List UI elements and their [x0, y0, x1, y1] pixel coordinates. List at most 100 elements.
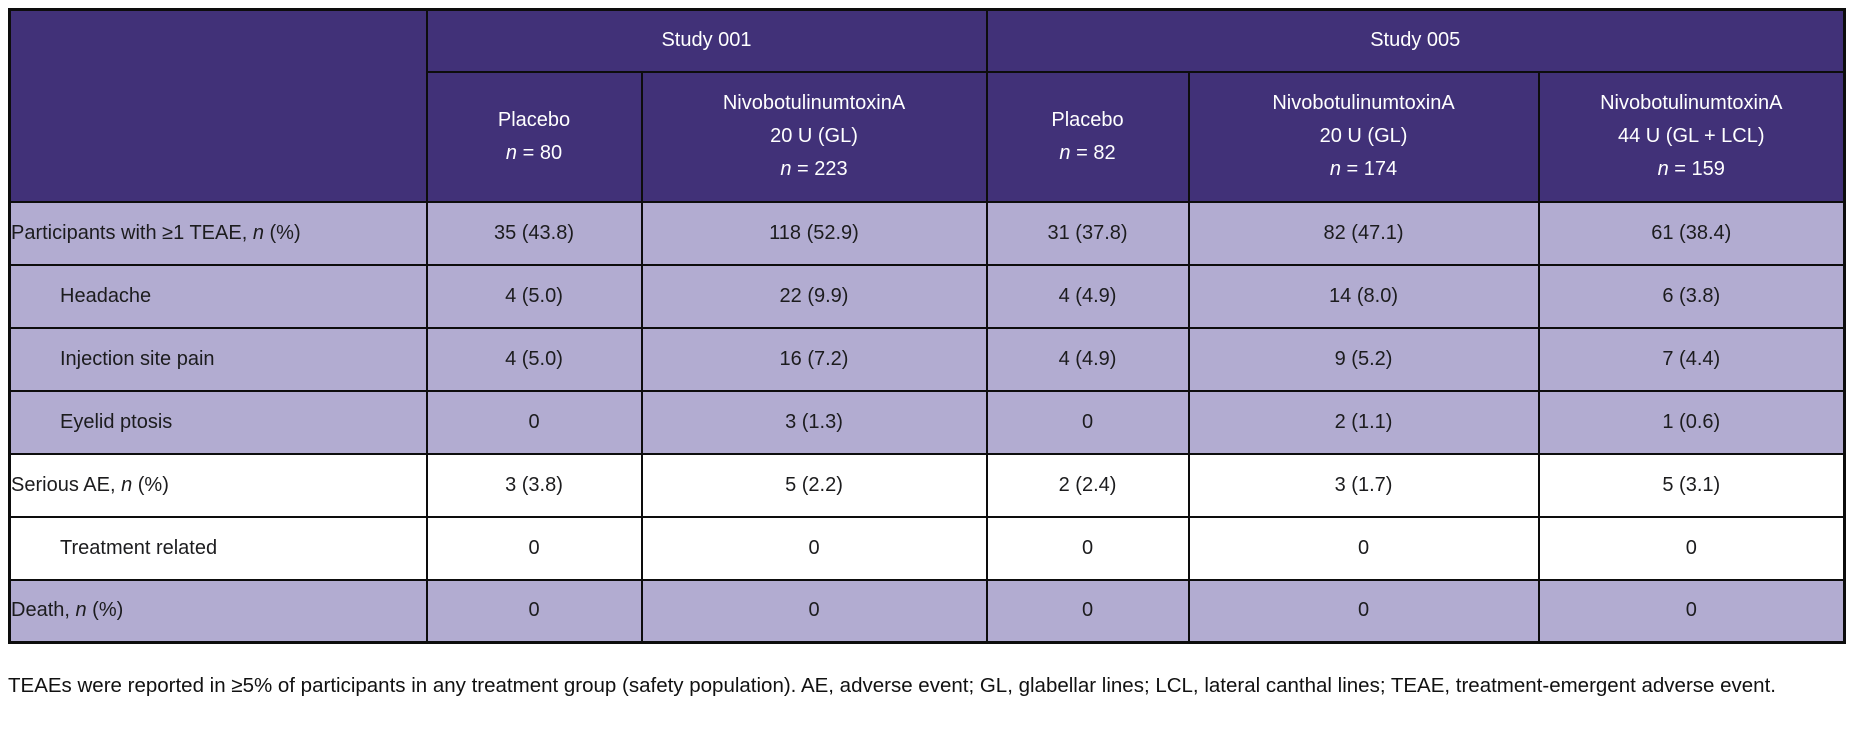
n-count: = 80: [517, 141, 563, 164]
cell-value: 4 (5.0): [425, 263, 643, 329]
row-label-n: n: [121, 473, 133, 496]
col-header-study005-placebo: Placebo n = 82: [985, 70, 1190, 203]
col-header-n: n = 223: [643, 153, 986, 186]
cell-value: 0: [1537, 515, 1846, 581]
cell-value: 2 (2.4): [985, 452, 1190, 518]
study-group-row: Study 001 Study 005: [8, 8, 1846, 203]
table-row-eyelid-ptosis: Eyelid ptosis 0 3 (1.3) 0 2 (1.1) 1 (0.6…: [8, 389, 1846, 455]
n-count: = 159: [1668, 158, 1725, 180]
study-001-header: Study 001: [425, 8, 988, 73]
cell-value: 5 (2.2): [640, 452, 988, 518]
table-row-serious-ae: Serious AE, n (%) 3 (3.8) 5 (2.2) 2 (2.4…: [8, 452, 1846, 518]
cell-value: 3 (1.7): [1187, 452, 1540, 518]
col-header-study005-nivo44: NivobotulinumtoxinA 44 U (GL + LCL) n = …: [1537, 70, 1846, 203]
row-label-n: n: [75, 599, 87, 622]
row-label-text: Serious AE,: [11, 473, 122, 496]
col-header-study001-placebo: Placebo n = 80: [425, 70, 643, 203]
study-005-header: Study 005: [985, 8, 1846, 73]
n-count: = 223: [791, 158, 848, 180]
row-label-text: Treatment related: [60, 536, 218, 559]
row-label-suffix: (%): [263, 221, 301, 244]
cell-value: 0: [640, 515, 988, 581]
col-header-line: NivobotulinumtoxinA: [1600, 92, 1783, 114]
column-header-row: Placebo n = 80 NivobotulinumtoxinA 20 U …: [10, 70, 1846, 203]
row-label: Participants with ≥1 TEAE, n (%): [8, 200, 428, 266]
col-header-n: n = 80: [428, 137, 641, 170]
cell-value: 4 (4.9): [985, 263, 1190, 329]
col-header-line: Placebo: [1051, 108, 1124, 131]
row-label-suffix: (%): [86, 599, 124, 622]
cell-value: 118 (52.9): [640, 200, 988, 266]
cell-value: 16 (7.2): [640, 326, 988, 392]
cell-value: 6 (3.8): [1537, 263, 1846, 329]
cell-value: 14 (8.0): [1187, 263, 1540, 329]
cell-value: 0: [425, 389, 643, 455]
col-header-line: NivobotulinumtoxinA: [722, 92, 906, 114]
cell-value: 0: [425, 515, 643, 581]
n-count: = 174: [1340, 158, 1398, 180]
table-footnote: TEAEs were reported in ≥5% of participan…: [8, 674, 1776, 697]
col-header-line: 44 U (GL + LCL): [1617, 125, 1765, 147]
n-symbol: n: [505, 141, 518, 164]
table-row-participants-teae: Participants with ≥1 TEAE, n (%) 35 (43.…: [8, 200, 1846, 266]
cell-value: 35 (43.8): [425, 200, 643, 266]
cell-value: 22 (9.9): [640, 263, 988, 329]
col-header-n: n = 174: [1190, 153, 1538, 186]
cell-value: 4 (4.9): [985, 326, 1190, 392]
cell-value: 3 (1.3): [640, 389, 988, 455]
row-label-suffix: (%): [132, 473, 169, 496]
n-symbol: n: [1657, 158, 1669, 180]
cell-value: 0: [640, 578, 988, 644]
cell-value: 0: [1187, 515, 1540, 581]
cell-value: 9 (5.2): [1187, 326, 1540, 392]
col-header-study001-nivo20: NivobotulinumtoxinA 20 U (GL) n = 223: [640, 70, 988, 203]
row-label-n: n: [252, 221, 264, 244]
table-row-death: Death, n (%) 0 0 0 0 0: [8, 578, 1846, 644]
col-header-n: n = 159: [1540, 153, 1844, 186]
col-header-line: NivobotulinumtoxinA: [1272, 92, 1455, 114]
cell-value: 0: [985, 515, 1190, 581]
row-label-text: Participants with ≥1 TEAE,: [11, 221, 253, 244]
row-label-text: Injection site pain: [60, 347, 215, 370]
n-count: = 82: [1070, 141, 1116, 164]
corner-cell: [8, 8, 428, 203]
cell-value: 0: [985, 389, 1190, 455]
table-row-treatment-related: Treatment related 0 0 0 0 0: [8, 515, 1846, 581]
row-label-text: Headache: [60, 284, 152, 307]
cell-value: 0: [985, 578, 1190, 644]
teae-safety-table: Study 001 Study 005 Placebo n = 80 Nivob…: [8, 8, 1847, 644]
col-header-line: Placebo: [497, 108, 571, 131]
row-label: Eyelid ptosis: [8, 389, 428, 455]
row-label: Serious AE, n (%): [8, 452, 428, 518]
n-symbol: n: [780, 158, 792, 180]
row-label-text: Eyelid ptosis: [60, 410, 173, 433]
col-header-n: n = 82: [988, 137, 1188, 170]
cell-value: 61 (38.4): [1537, 200, 1846, 266]
cell-value: 7 (4.4): [1537, 326, 1846, 392]
cell-value: 5 (3.1): [1537, 452, 1846, 518]
row-label: Injection site pain: [8, 326, 428, 392]
cell-value: 82 (47.1): [1187, 200, 1540, 266]
row-label: Death, n (%): [8, 578, 428, 644]
table-header: Study 001 Study 005 Placebo n = 80 Nivob…: [8, 8, 1846, 203]
row-label-text: Death,: [11, 599, 76, 622]
cell-value: 0: [425, 578, 643, 644]
n-symbol: n: [1329, 158, 1341, 180]
cell-value: 3 (3.8): [425, 452, 643, 518]
col-header-line: 20 U (GL): [1319, 125, 1408, 147]
col-header-study005-nivo20: NivobotulinumtoxinA 20 U (GL) n = 174: [1187, 70, 1540, 203]
table-row-injection-site-pain: Injection site pain 4 (5.0) 16 (7.2) 4 (…: [8, 326, 1846, 392]
cell-value: 2 (1.1): [1187, 389, 1540, 455]
cell-value: 1 (0.6): [1537, 389, 1846, 455]
n-symbol: n: [1059, 141, 1071, 164]
cell-value: 4 (5.0): [425, 326, 643, 392]
cell-value: 31 (37.8): [985, 200, 1190, 266]
cell-value: 0: [1537, 578, 1846, 644]
row-label: Treatment related: [8, 515, 428, 581]
row-label: Headache: [8, 263, 428, 329]
cell-value: 0: [1187, 578, 1540, 644]
col-header-line: 20 U (GL): [770, 125, 858, 147]
table-row-headache: Headache 4 (5.0) 22 (9.9) 4 (4.9) 14 (8.…: [8, 263, 1846, 329]
table-body: Participants with ≥1 TEAE, n (%) 35 (43.…: [8, 200, 1846, 644]
